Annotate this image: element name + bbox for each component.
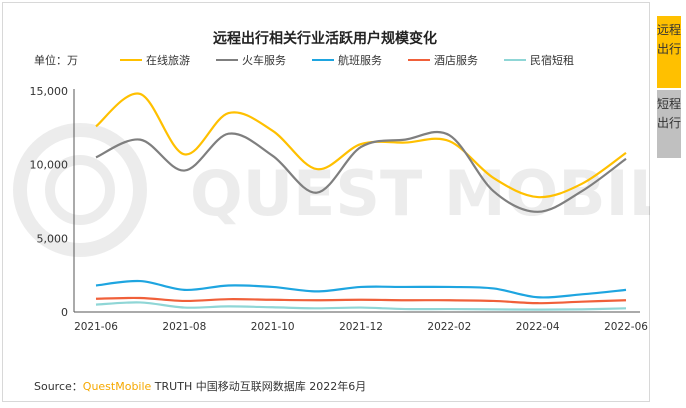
legend-swatch [504,59,526,61]
legend-item: 酒店服务 [408,52,478,68]
x-tick-label: 2022-02 [427,321,471,333]
source-prefix: Source： [34,380,83,393]
legend-label: 民宿短租 [530,54,574,67]
x-tick-label: 2021-08 [162,321,206,333]
legend-item: 民宿短租 [504,52,574,68]
x-tick-label: 2022-06 [604,321,648,333]
legend-label: 航班服务 [338,54,382,67]
legend-swatch [120,59,142,61]
x-tick-label: 2022-04 [516,321,560,333]
legend-item: 在线旅游 [120,52,190,68]
source-rest: TRUTH 中国移动互联网数据库 2022年6月 [151,380,367,393]
y-tick-label: 0 [61,306,68,319]
unit-label: 单位：万 [34,54,78,67]
tab-short-distance[interactable]: 短程出行 [657,90,681,158]
legend-swatch [216,59,238,61]
chart-title: 远程出行相关行业活跃用户规模变化 [213,31,437,47]
legend-label: 酒店服务 [434,54,478,67]
series-line-航班服务 [95,279,627,299]
watermark: QUEST MOBILE [13,123,650,257]
chart: QUEST MOBILE 0 5,000 10,000 15,000 2021-06 20… [13,85,650,333]
legend-swatch [408,59,430,61]
legend-swatch [312,59,334,61]
legend-label: 在线旅游 [146,54,190,67]
y-tick-label: 10,000 [30,159,69,172]
x-tick-label: 2021-06 [74,321,118,333]
series-line-酒店服务 [95,296,627,305]
tab-long-distance[interactable]: 远程出行 [657,16,681,88]
y-tick-label: 15,000 [30,85,69,98]
legend-label: 火车服务 [242,54,286,67]
chart-frame [2,2,650,402]
legend-item: 火车服务 [216,52,286,68]
x-tick-label: 2021-10 [251,321,295,333]
y-tick-label: 5,000 [37,232,69,245]
x-tick-label: 2021-12 [339,321,383,333]
watermark-text: QUEST MOBILE [190,157,650,230]
legend: 在线旅游 火车服务 航班服务 酒店服务 民宿短租 [120,52,574,68]
source-brand: QuestMobile [82,380,152,393]
source-note: Source：QuestMobile TRUTH 中国移动互联网数据库 2022… [34,378,366,394]
legend-item: 航班服务 [312,52,382,68]
